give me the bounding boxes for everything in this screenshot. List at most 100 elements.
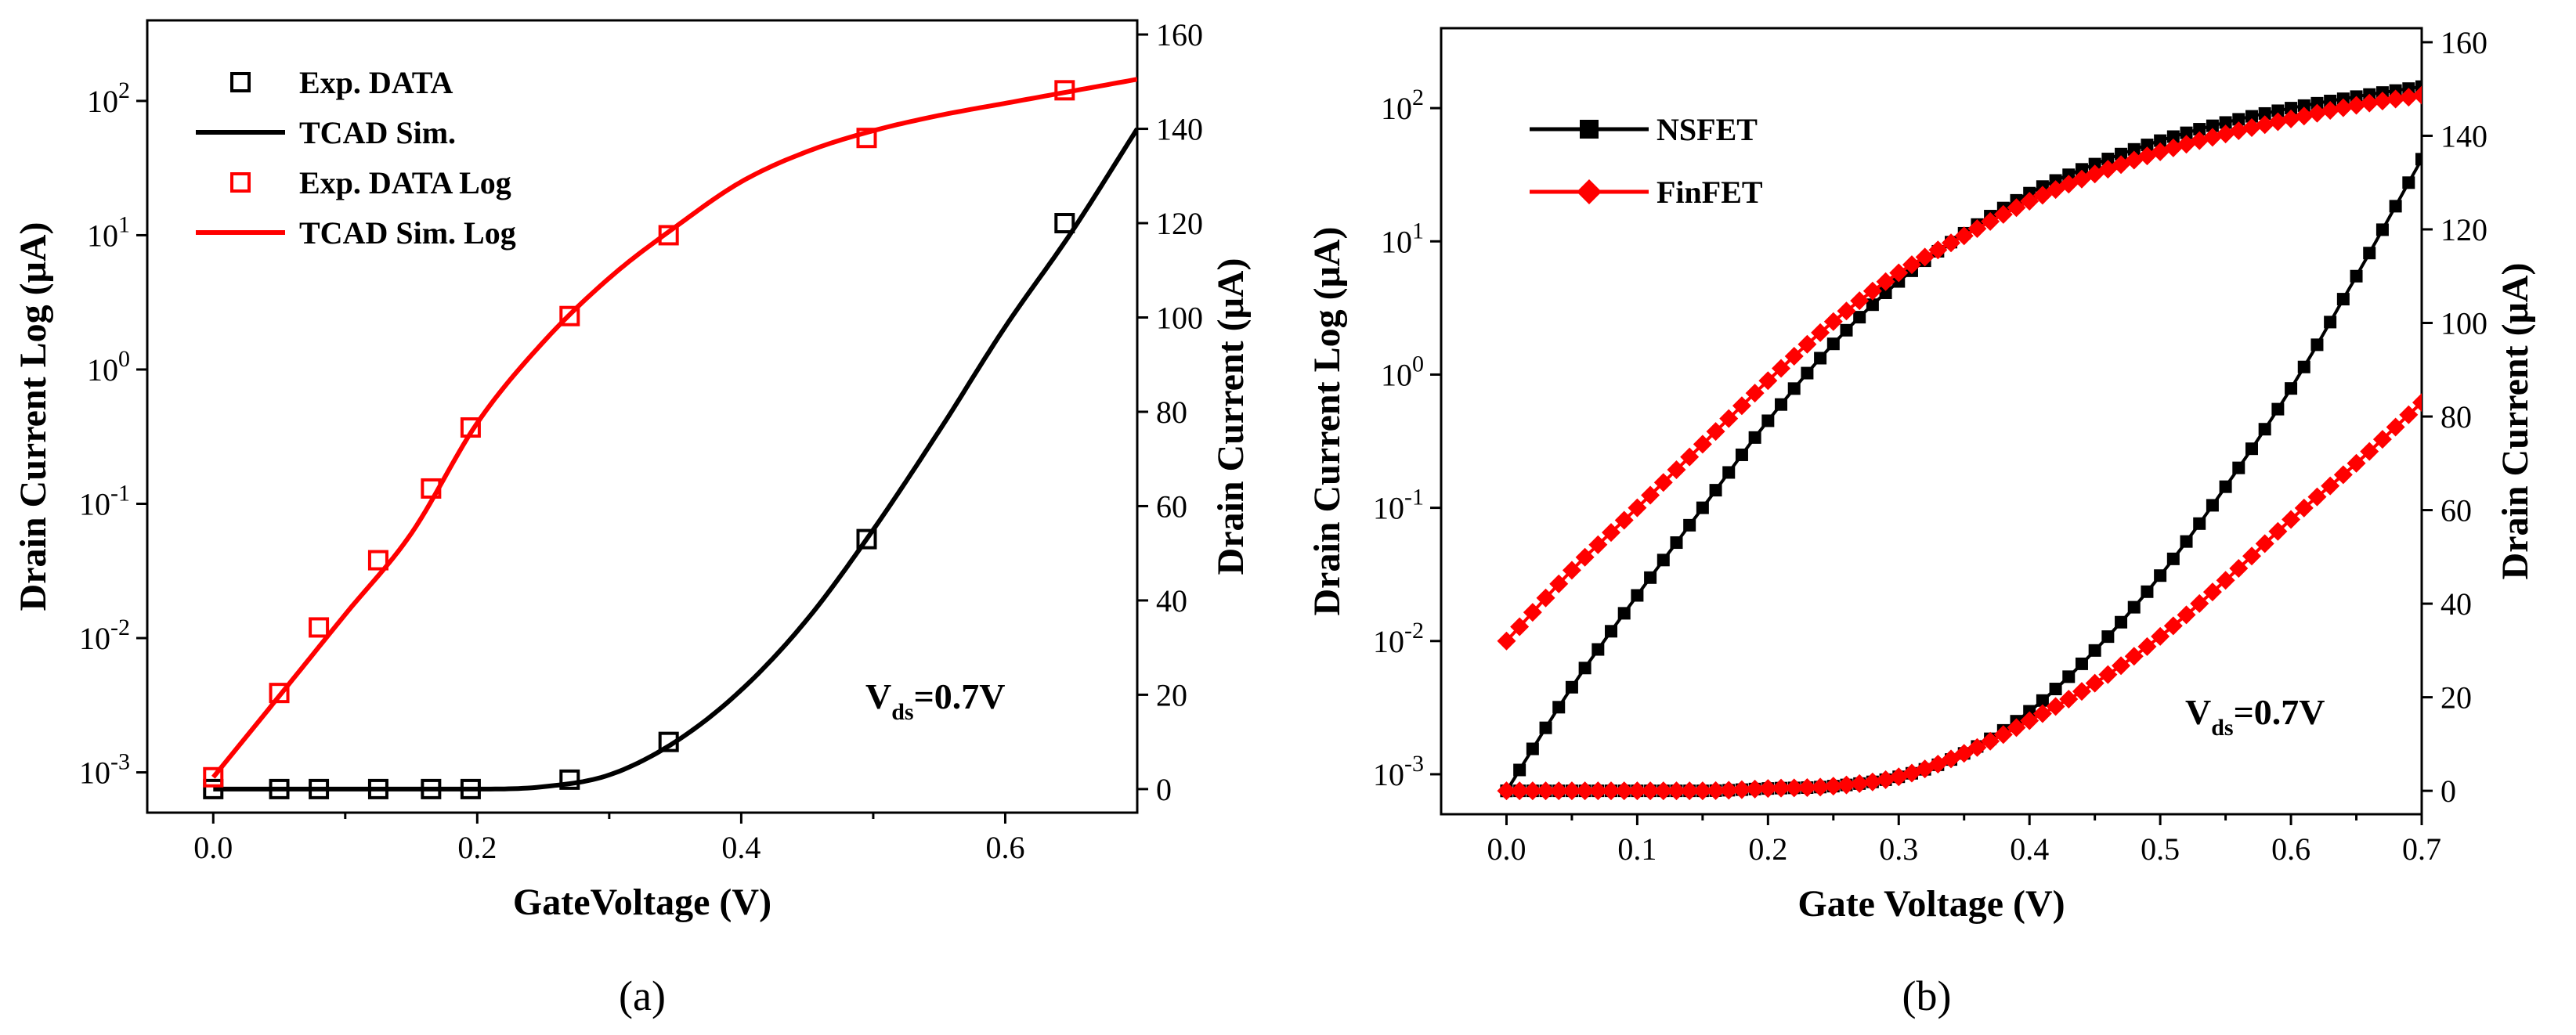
x-tick-label: 0.7 (2402, 831, 2441, 867)
y-right-tick-label: 0 (2441, 774, 2456, 809)
data-point (1614, 510, 1634, 530)
data-point (2101, 153, 2115, 166)
data-point (2285, 102, 2298, 115)
data-point (1889, 767, 1909, 787)
data-point (1853, 311, 1866, 324)
data-point (1549, 574, 1569, 593)
vds-annotation-sub: ds (891, 699, 913, 725)
legend-item: Exp. DATA Log (230, 165, 511, 200)
data-point (1693, 781, 1712, 801)
data-point (2216, 124, 2235, 144)
data-point (1814, 352, 1827, 365)
y-right-tick-label: 140 (2441, 118, 2487, 153)
y-right-tick-label: 40 (2441, 586, 2472, 622)
plot-frame (1440, 27, 2423, 816)
legend-label: FinFET (1657, 175, 1763, 210)
legend-marker-square (230, 172, 251, 193)
data-point (2360, 442, 2379, 461)
data-point (2219, 116, 2232, 129)
y-right-tick-label: 160 (1156, 17, 1203, 52)
data-point (2007, 198, 2026, 218)
data-point (1719, 781, 1739, 800)
y-left-axis-label: Drain Current Log (μA) (13, 222, 54, 611)
data-point (2137, 637, 2157, 656)
data-point (1826, 337, 1840, 351)
x-tick-label: 0.0 (1487, 831, 1526, 867)
data-point (1811, 777, 1830, 797)
series-tcad-sim- (213, 127, 1137, 792)
y-left-tick-base: 10 (79, 621, 110, 656)
y-left-tick-label: 10-3 (1373, 751, 1424, 792)
data-point (1823, 312, 1843, 331)
y-left-tick-base: 10 (87, 218, 118, 253)
data-point (1942, 233, 1961, 253)
data-point (2333, 98, 2353, 117)
data-point (2324, 94, 2337, 107)
data-point (1539, 721, 1552, 734)
data-point (2245, 442, 2258, 456)
x-axis-label: Gate Voltage (V) (1797, 883, 2065, 925)
data-point (367, 550, 388, 571)
y-left-axis-label: Drain Current Log (μA) (1306, 227, 1348, 616)
y-left-tick-base: 10 (79, 486, 110, 521)
data-point (2258, 423, 2271, 436)
data-point (2399, 88, 2419, 107)
y-left-tick-label: 10-2 (1373, 618, 1424, 659)
legend-label: NSFET (1657, 112, 1758, 147)
data-point (2282, 510, 2301, 529)
x-axis-label: GateVoltage (V) (513, 882, 771, 923)
data-point (1552, 701, 1566, 714)
data-point (1617, 607, 1631, 620)
data-point (2112, 656, 2131, 676)
data-point (2386, 89, 2405, 109)
data-point (856, 128, 877, 149)
legend: NSFET FinFET (1530, 112, 1763, 210)
data-point (1591, 643, 1605, 656)
data-point (2242, 546, 2261, 566)
vds-annotation-rest: =0.7V (2234, 692, 2325, 732)
data-point (1775, 398, 1788, 411)
data-point (2202, 582, 2222, 602)
series-nsfet (1500, 80, 2422, 798)
data-point (2101, 630, 2115, 644)
data-point (2271, 402, 2285, 416)
y-right-tick-label: 140 (1156, 112, 1203, 147)
y-right-tick-label: 60 (1156, 489, 1187, 524)
x-tick-label: 0.4 (2010, 831, 2049, 867)
y-left-tick-label: 10-2 (79, 615, 130, 656)
data-point (2268, 112, 2288, 132)
series-exp-data-log (203, 80, 1075, 788)
data-point (2088, 644, 2101, 657)
data-point (1879, 286, 1892, 299)
data-point (2141, 139, 2154, 152)
data-point (856, 528, 877, 550)
data-point (1772, 359, 1791, 378)
y-right-tick-label: 80 (2441, 399, 2472, 435)
data-point (2294, 498, 2314, 518)
vds-annotation-rest: =0.7V (914, 676, 1006, 716)
data-point (2232, 461, 2245, 474)
data-point (2062, 168, 2076, 182)
y-left-tick-exp: 0 (118, 346, 130, 372)
data-point (2190, 131, 2209, 150)
y-right-tick-label: 120 (1156, 206, 1203, 241)
data-point (1732, 396, 1751, 416)
data-point (2372, 430, 2392, 449)
data-point (2163, 616, 2183, 636)
y-right-tick-label: 100 (1156, 301, 1203, 336)
data-point (2075, 657, 2088, 670)
data-point (1797, 334, 1817, 354)
y-right-tick-label: 80 (1156, 395, 1187, 430)
data-point (1748, 431, 1761, 444)
data-point (1954, 226, 1974, 246)
data-point (1735, 448, 1748, 461)
data-point (1706, 781, 1725, 800)
data-point (1811, 323, 1830, 342)
data-point (2415, 80, 2422, 93)
data-point (1981, 731, 2000, 751)
data-point (2190, 593, 2209, 613)
x-tick-label: 0.3 (1879, 831, 1918, 867)
data-point (2151, 626, 2170, 646)
data-point (2307, 487, 2327, 507)
